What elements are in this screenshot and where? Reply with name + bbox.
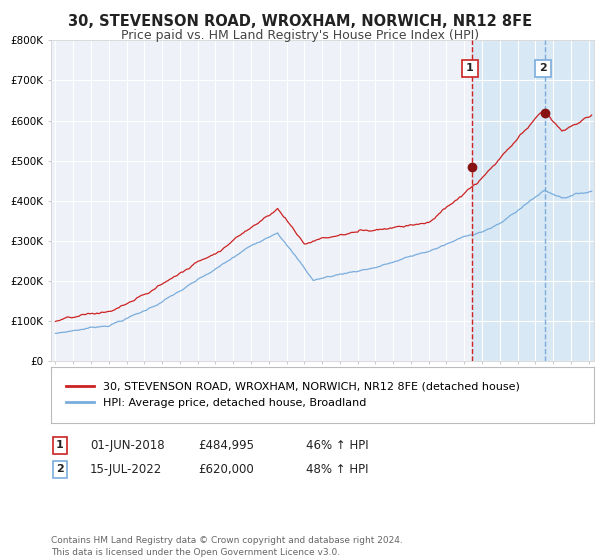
Text: 30, STEVENSON ROAD, WROXHAM, NORWICH, NR12 8FE: 30, STEVENSON ROAD, WROXHAM, NORWICH, NR… xyxy=(68,14,532,29)
Text: 48% ↑ HPI: 48% ↑ HPI xyxy=(306,463,368,476)
Text: £620,000: £620,000 xyxy=(198,463,254,476)
Text: 2: 2 xyxy=(539,63,547,73)
Text: Contains HM Land Registry data © Crown copyright and database right 2024.
This d: Contains HM Land Registry data © Crown c… xyxy=(51,536,403,557)
Bar xyxy=(472,40,594,361)
Text: 1: 1 xyxy=(466,63,474,73)
Text: 01-JUN-2018: 01-JUN-2018 xyxy=(90,438,164,452)
Text: 2: 2 xyxy=(56,464,64,474)
Text: 1: 1 xyxy=(56,440,64,450)
Legend: 30, STEVENSON ROAD, WROXHAM, NORWICH, NR12 8FE (detached house), HPI: Average pr: 30, STEVENSON ROAD, WROXHAM, NORWICH, NR… xyxy=(62,377,524,413)
Text: 46% ↑ HPI: 46% ↑ HPI xyxy=(306,438,368,452)
Text: 15-JUL-2022: 15-JUL-2022 xyxy=(90,463,162,476)
Text: Price paid vs. HM Land Registry's House Price Index (HPI): Price paid vs. HM Land Registry's House … xyxy=(121,29,479,42)
Text: £484,995: £484,995 xyxy=(198,438,254,452)
